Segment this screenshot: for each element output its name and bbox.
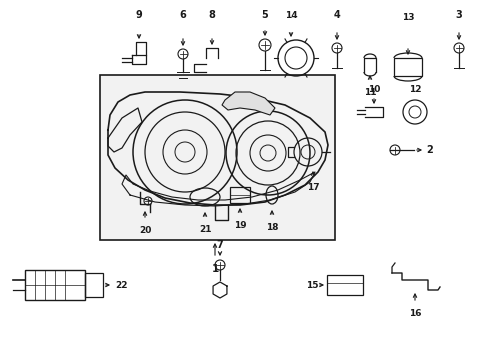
Text: 13: 13 — [401, 13, 413, 22]
Text: 15: 15 — [306, 280, 318, 289]
Text: 10: 10 — [367, 85, 379, 94]
Text: 7: 7 — [216, 240, 223, 250]
Bar — [100, 75, 334, 240]
Text: 1: 1 — [211, 264, 218, 274]
Text: 2: 2 — [426, 145, 432, 155]
Text: 17: 17 — [306, 183, 319, 192]
Text: 14: 14 — [284, 10, 297, 19]
Text: 12: 12 — [408, 85, 420, 94]
Text: 6: 6 — [179, 10, 186, 20]
Text: 5: 5 — [261, 10, 268, 20]
Polygon shape — [222, 92, 274, 115]
Text: 21: 21 — [198, 225, 211, 234]
Text: 11: 11 — [363, 88, 375, 97]
Text: 3: 3 — [455, 10, 462, 20]
Bar — [229, 187, 249, 203]
Text: 19: 19 — [233, 221, 246, 230]
Text: 9: 9 — [135, 10, 142, 20]
Bar — [393, 58, 421, 76]
Text: 4: 4 — [333, 10, 340, 20]
Text: 8: 8 — [208, 10, 215, 20]
Text: 22: 22 — [115, 280, 127, 289]
Bar — [25, 270, 85, 300]
Text: 18: 18 — [265, 223, 278, 232]
Text: 20: 20 — [139, 226, 151, 235]
Bar — [85, 273, 103, 297]
Bar — [326, 275, 362, 295]
Text: 16: 16 — [408, 309, 420, 318]
